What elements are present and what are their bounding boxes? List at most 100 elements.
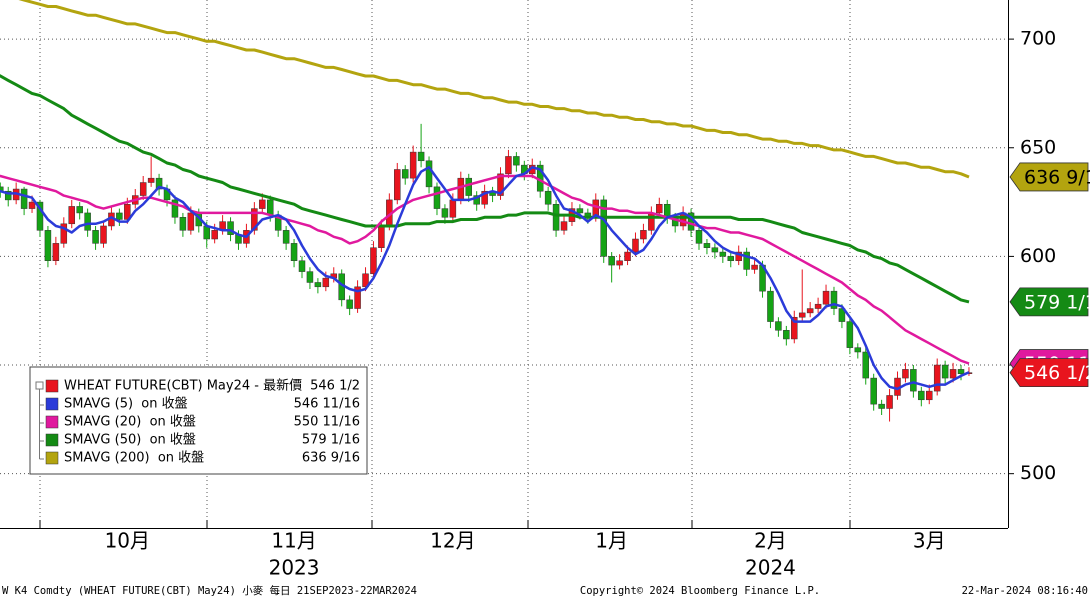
candle-body <box>266 199 274 216</box>
candle-body <box>251 208 258 231</box>
candle-body <box>910 369 917 392</box>
legend-tree <box>39 389 44 460</box>
candle-body <box>552 203 560 231</box>
candle-body <box>147 177 155 183</box>
legend-swatch <box>45 451 59 465</box>
y-tick-label: 650 <box>1020 136 1056 158</box>
candle-body <box>378 225 385 248</box>
candle-body <box>648 212 655 231</box>
legend-label: SMAVG (200) on 收盤 <box>64 451 204 466</box>
candle-body <box>473 195 480 205</box>
candle-body <box>306 271 314 283</box>
candle-body <box>394 169 401 201</box>
moving-average-line <box>0 166 970 391</box>
candle-body <box>505 156 512 175</box>
footer-right: 22-Mar-2024 08:16:40 <box>962 585 1088 597</box>
candle-body <box>417 151 425 162</box>
candle-body <box>4 190 12 201</box>
candle-body <box>28 201 36 209</box>
legend-label: SMAVG (50) on 收盤 <box>64 433 196 448</box>
candle-body <box>814 303 822 309</box>
candle-body <box>155 177 163 190</box>
last-value-label: 546 1/2 <box>1024 362 1090 384</box>
candle-body <box>346 299 353 309</box>
grid <box>0 0 1008 528</box>
candle-body <box>663 203 671 218</box>
last-value-label: 579 1/16 <box>1024 291 1090 313</box>
candle-body <box>600 199 607 257</box>
candle-body <box>139 182 147 196</box>
x-year-label: 2024 <box>745 556 796 580</box>
candle-body <box>370 247 377 275</box>
candle-body <box>822 290 830 305</box>
candle-body <box>560 221 568 231</box>
x-tick-label: 10月 <box>105 529 150 553</box>
candle-body <box>767 290 774 322</box>
legend-label: WHEAT FUTURE(CBT) May24 - 最新價 <box>64 378 302 394</box>
candle-body <box>20 188 28 209</box>
legend-value: 546 1/2 <box>310 379 360 394</box>
candle-body <box>886 395 893 409</box>
candle-body <box>640 230 647 240</box>
legend-box <box>29 366 368 475</box>
candle-body <box>36 201 44 231</box>
candle-body <box>457 177 465 201</box>
x-tick-label: 12月 <box>430 529 475 553</box>
candle-body <box>576 208 584 214</box>
candle-body <box>656 203 663 214</box>
candle-body <box>941 364 949 379</box>
candle-body <box>513 156 520 166</box>
candle-body <box>171 199 179 218</box>
candle-body <box>695 230 703 244</box>
candle-body <box>870 377 877 405</box>
legend-swatch <box>45 379 59 393</box>
candle-body <box>298 260 306 272</box>
candle-body <box>187 212 195 231</box>
candle-body <box>497 173 504 196</box>
candle-body <box>322 277 330 288</box>
candle-body <box>949 369 957 379</box>
legend-label: SMAVG (5) on 收盤 <box>64 397 188 412</box>
candle-body <box>314 282 322 288</box>
y-tick-label: 500 <box>1020 462 1056 484</box>
candle-body <box>624 251 631 261</box>
last-value-badge <box>1009 358 1089 388</box>
legend-value: 546 11/16 <box>294 397 360 412</box>
candle-body <box>616 260 623 266</box>
candle-body <box>783 330 790 340</box>
candle-body <box>449 199 457 218</box>
candle-body <box>259 199 266 209</box>
footer-left: W K4 Comdty (WHEAT FUTURE(CBT) May24) 小麥… <box>2 584 417 597</box>
candle-body <box>124 203 131 220</box>
candle-body <box>68 206 75 225</box>
legend-label: SMAVG (20) on 收盤 <box>64 415 196 430</box>
candle-body <box>60 223 68 244</box>
legend-value: 550 11/16 <box>294 415 360 430</box>
candle-body <box>100 225 107 244</box>
candle-body <box>902 369 909 379</box>
candle-body <box>433 186 441 209</box>
candle-body <box>425 160 433 188</box>
candle-body <box>179 217 187 231</box>
candle-body <box>76 206 83 214</box>
candle-body <box>481 190 488 205</box>
candle-body <box>227 221 234 235</box>
candle-body <box>703 243 711 248</box>
legend: WHEAT FUTURE(CBT) May24 - 最新價 546 1/2 SMAV… <box>29 366 368 475</box>
candle-body <box>544 190 552 205</box>
legend-swatch <box>45 433 59 447</box>
legend-collapse-icon <box>35 381 44 390</box>
candle-body <box>838 308 846 322</box>
candle-body <box>711 247 719 253</box>
last-value-badge <box>1009 287 1089 317</box>
candle-body <box>719 251 727 257</box>
candle-body <box>608 256 615 266</box>
candle-body <box>933 364 941 392</box>
x-tick-label: 1月 <box>595 529 628 553</box>
candle-body <box>878 403 885 409</box>
moving-average-line <box>0 74 970 304</box>
candle-body <box>282 230 290 244</box>
